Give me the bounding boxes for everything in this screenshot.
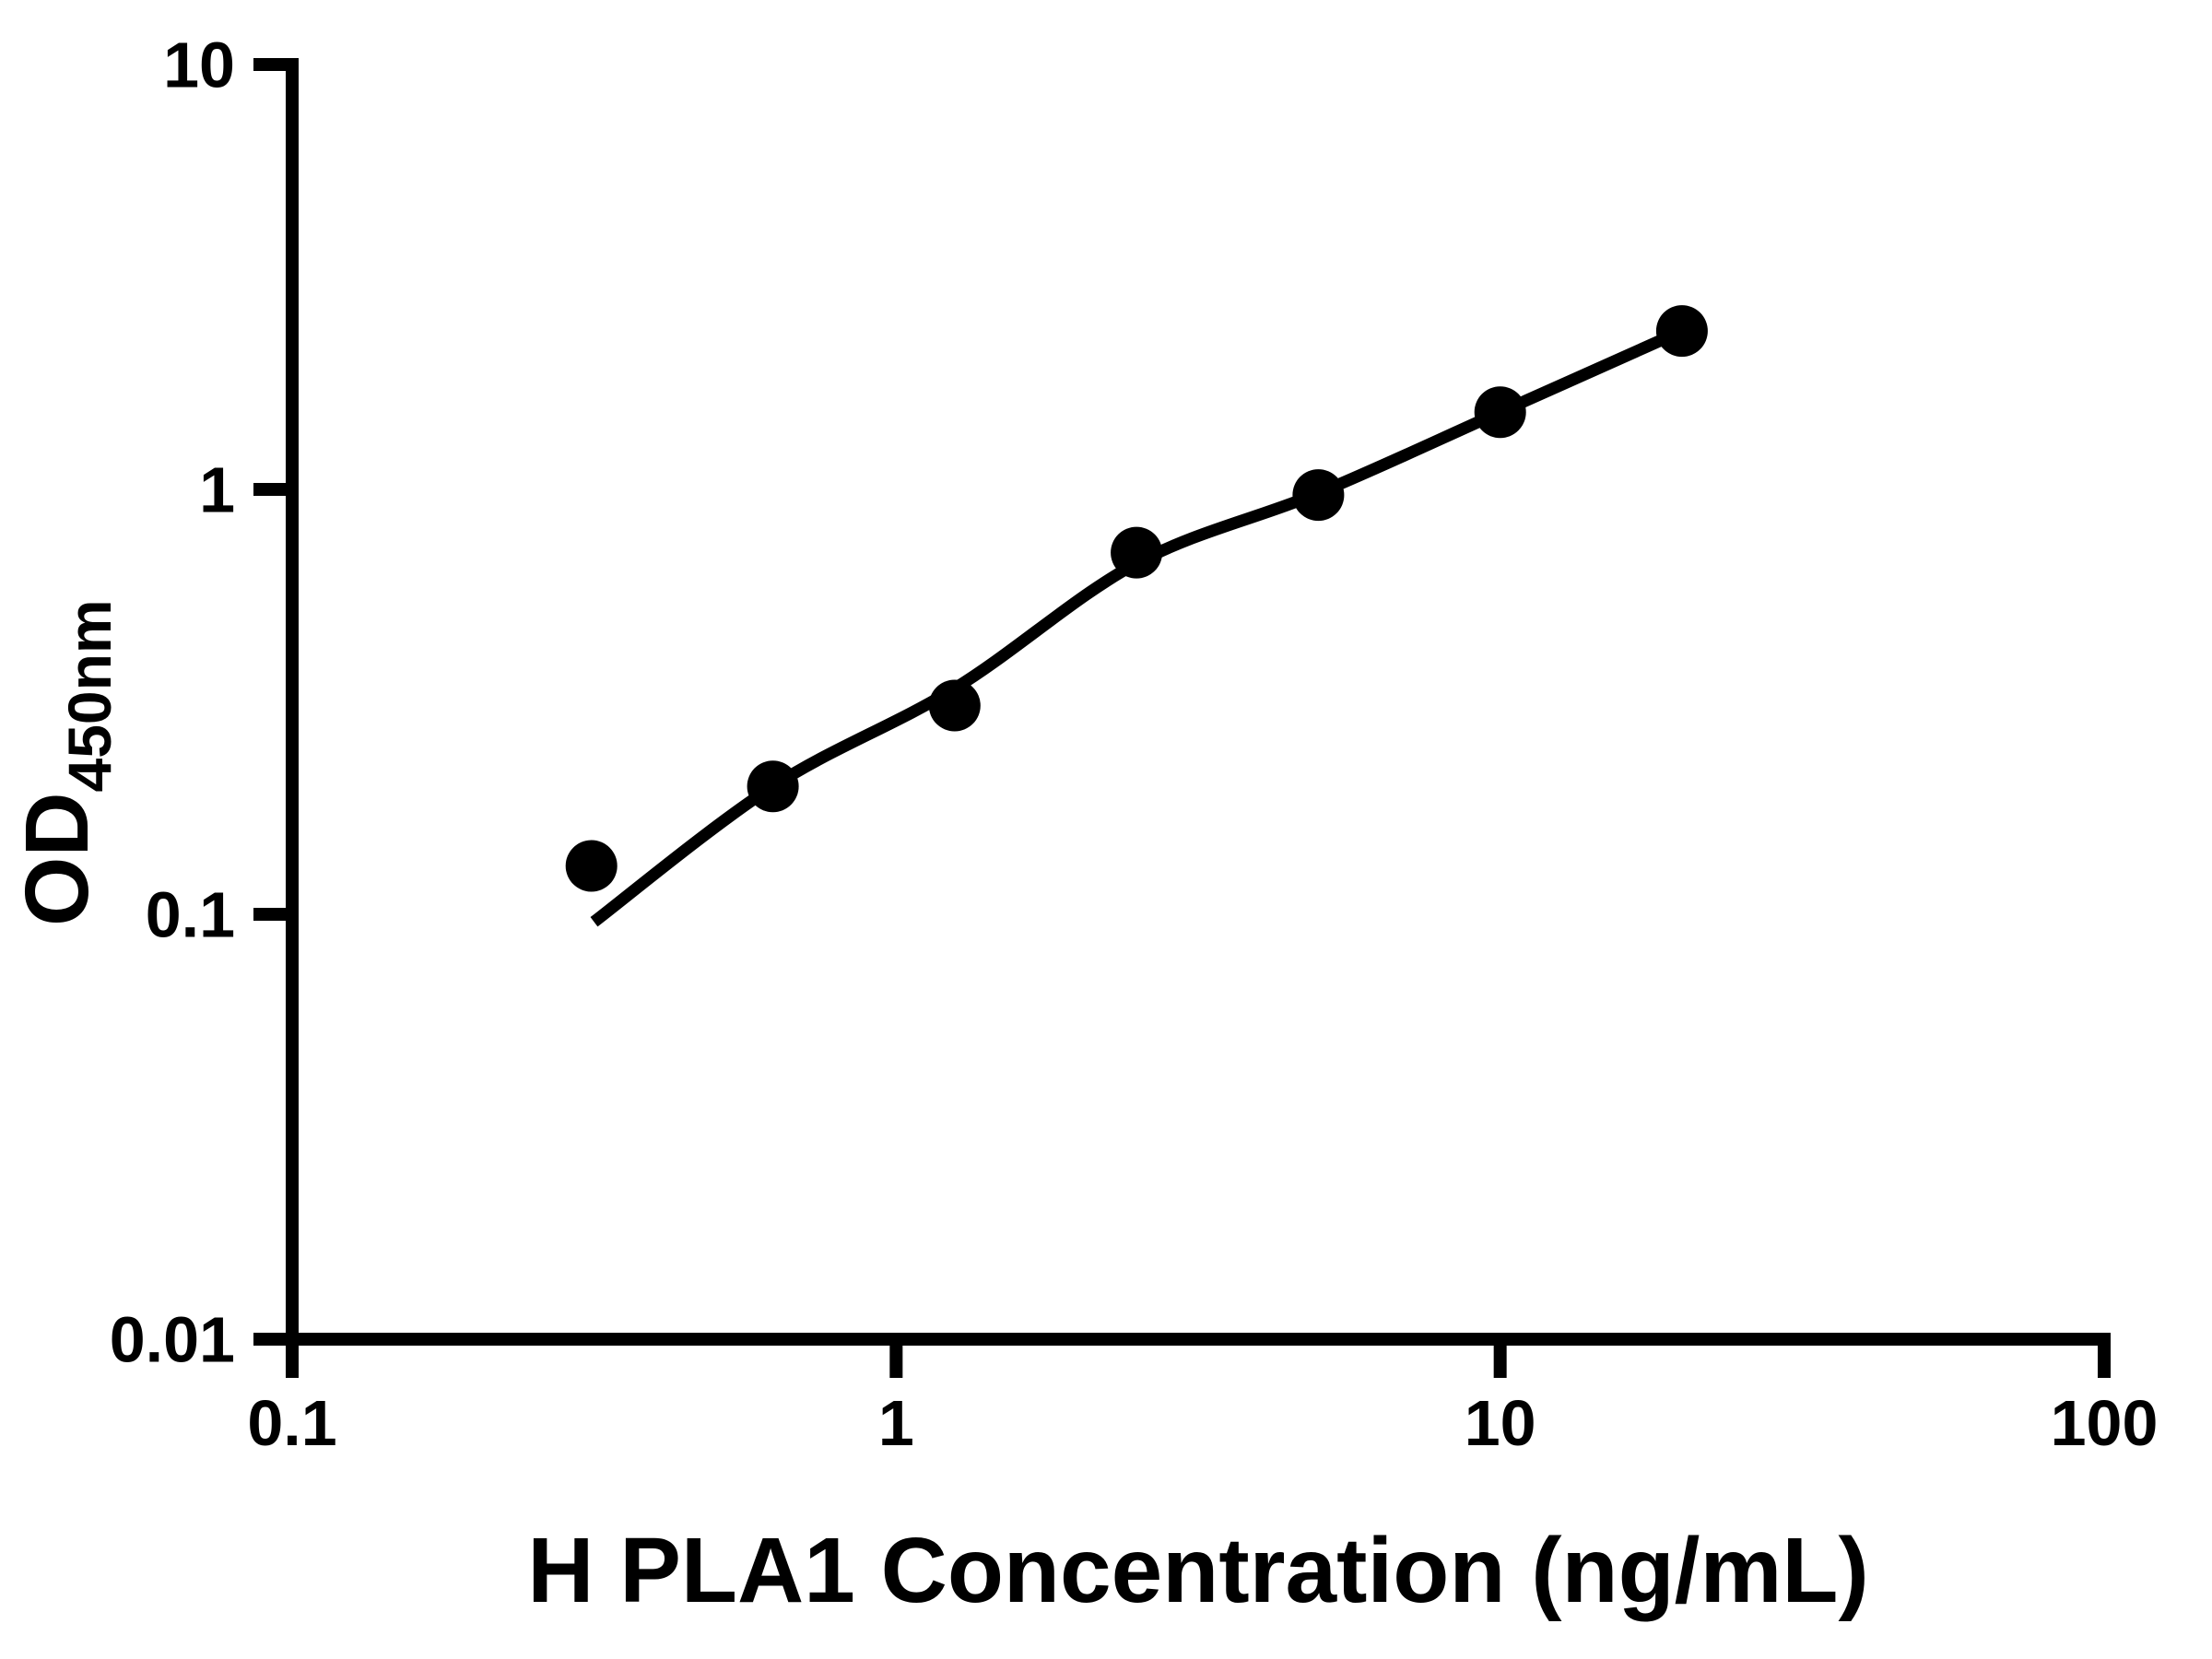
- y-tick-label: 0.01: [110, 1304, 235, 1376]
- y-tick-label: 0.1: [146, 879, 235, 951]
- x-axis-title: H PLA1 Concentration (ng/mL): [527, 1519, 1869, 1622]
- x-tick-label: 10: [1465, 1387, 1536, 1459]
- x-tick-label: 1: [878, 1387, 914, 1459]
- y-axis-title-subscript: 450nm: [55, 599, 124, 792]
- data-point: [1655, 305, 1708, 358]
- y-axis-title-main: OD: [6, 793, 107, 927]
- data-point: [928, 679, 981, 732]
- y-tick-label: 10: [163, 29, 235, 101]
- data-point: [747, 760, 799, 813]
- data-point: [1474, 386, 1526, 439]
- data-point: [1111, 526, 1163, 579]
- data-point: [1292, 469, 1345, 522]
- y-tick-label: 1: [199, 454, 235, 526]
- x-tick-label: 0.1: [247, 1387, 336, 1459]
- data-point: [565, 840, 618, 892]
- y-axis-ticks: 0.01 0.1 1 10: [110, 29, 299, 1376]
- x-tick-label: 100: [2051, 1387, 2159, 1459]
- axes: [286, 58, 2111, 1378]
- data-points: [565, 305, 1708, 892]
- y-axis-title: OD450nm: [6, 599, 124, 926]
